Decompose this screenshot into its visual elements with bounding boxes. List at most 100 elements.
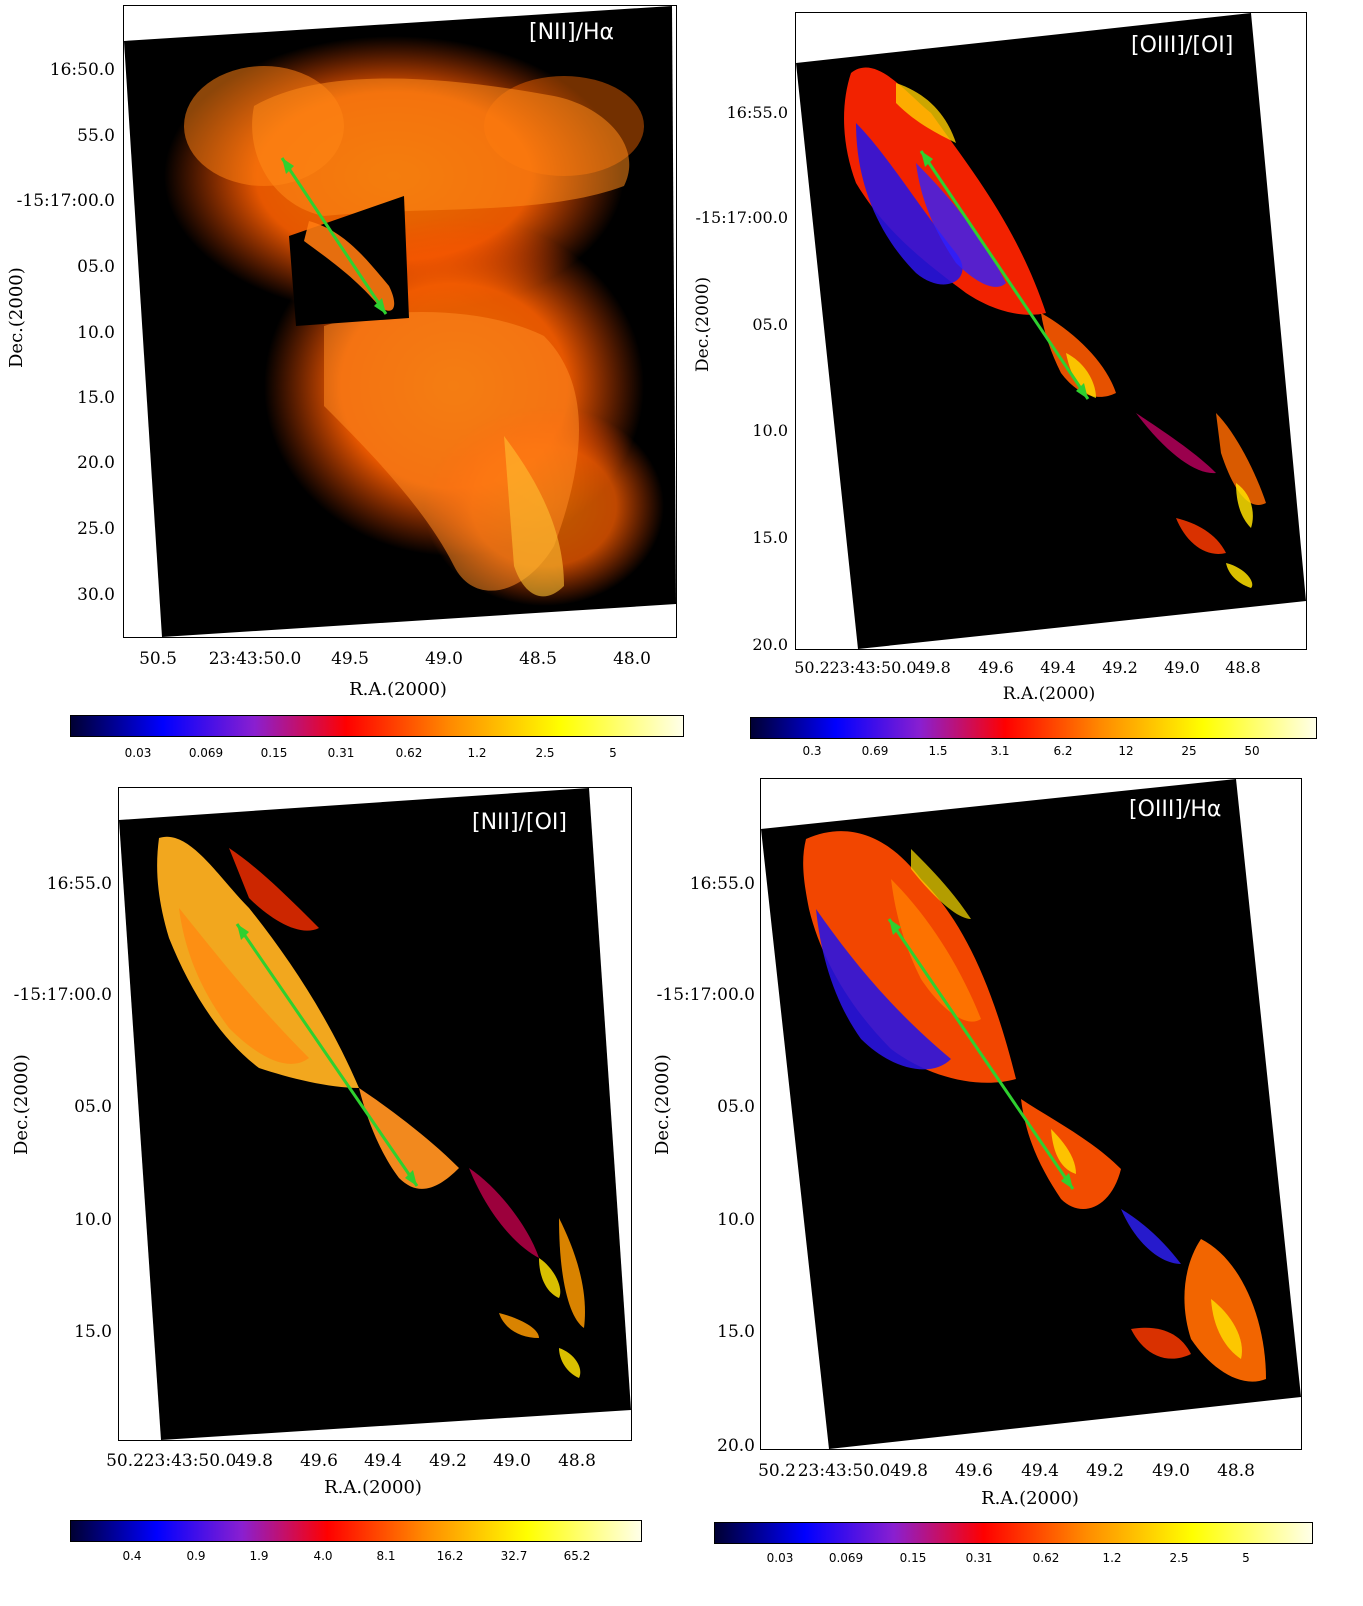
y-tick-label: 10.0: [717, 1210, 755, 1230]
ratio-map-image: [761, 779, 1301, 1449]
y-tick-label: 10.0: [752, 421, 788, 440]
colorbar-label: 0.03: [766, 1551, 794, 1565]
y-tick-label: 30.0: [77, 585, 115, 605]
colorbar-label: 50: [1244, 744, 1260, 758]
colorbar-label: 0.4: [122, 1549, 142, 1563]
x-tick-label: 48.0: [613, 649, 651, 669]
panel-title: [OIII]/[OI]: [1131, 33, 1234, 58]
x-axis-label: R.A.(2000): [1002, 684, 1096, 704]
colorbar-label: 0.03: [124, 746, 152, 760]
colorbar-label: 0.31: [965, 1551, 993, 1565]
ratio-map-image: [119, 788, 631, 1440]
colorbar-label: 5: [609, 746, 617, 760]
y-tick-label: 05.0: [77, 257, 115, 277]
x-tick-label: 49.2: [1086, 1461, 1124, 1481]
colorbar-label: 2.5: [1169, 1551, 1189, 1565]
x-tick-label: 49.0: [425, 649, 463, 669]
x-tick-label: 49.8: [890, 1461, 928, 1481]
x-tick-label: 23:43:50.0: [829, 658, 917, 677]
y-tick-label: 15.0: [74, 1322, 112, 1342]
y-axis-label: Dec.(2000): [652, 1054, 673, 1155]
colorbar: [70, 1520, 642, 1542]
colorbar-label: 8.1: [376, 1549, 396, 1563]
x-tick-label: 49.0: [1164, 658, 1200, 677]
x-tick-label: 49.8: [915, 658, 951, 677]
x-tick-label: 49.0: [493, 1451, 531, 1471]
colorbar-label: 1.5: [928, 744, 948, 758]
y-axis-label: Dec.(2000): [6, 267, 27, 368]
x-tick-label: 50.2: [794, 658, 830, 677]
x-tick-label: 50.2: [758, 1461, 796, 1481]
x-tick-label: 23:43:50.0: [208, 649, 302, 669]
colorbar: [714, 1522, 1313, 1544]
colorbar-label: 5: [1242, 1551, 1250, 1565]
ratio-map-image: [796, 13, 1306, 649]
y-tick-label: 15.0: [717, 1322, 755, 1342]
x-axis-label: R.A.(2000): [349, 679, 447, 700]
colorbar-label: 16.2: [436, 1549, 464, 1563]
y-tick-label: -15:17:00.0: [16, 191, 115, 211]
x-tick-label: 48.8: [1225, 658, 1261, 677]
colorbar-label: 0.15: [899, 1551, 927, 1565]
x-tick-label: 50.5: [139, 649, 177, 669]
y-axis-label: Dec.(2000): [693, 276, 713, 372]
y-tick-label: 05.0: [717, 1097, 755, 1117]
y-tick-label: 05.0: [752, 315, 788, 334]
colorbar-label: 0.69: [861, 744, 889, 758]
x-tick-label: 49.4: [1040, 658, 1076, 677]
x-tick-label: 49.6: [300, 1451, 338, 1471]
panel-title: [NII]/Hα: [529, 20, 615, 45]
map-frame: [OIII]/[OI]: [795, 12, 1307, 650]
colorbar-label: 1.2: [467, 746, 487, 760]
y-tick-label: 20.0: [717, 1436, 755, 1456]
y-tick-label: 05.0: [74, 1097, 112, 1117]
y-tick-label: 20.0: [77, 453, 115, 473]
x-tick-label: 49.2: [429, 1451, 467, 1471]
x-tick-label: 49.2: [1102, 658, 1138, 677]
y-tick-label: 25.0: [77, 519, 115, 539]
x-tick-label: 48.8: [558, 1451, 596, 1471]
colorbar-label: 0.069: [188, 746, 224, 760]
y-tick-label: 16:55.0: [46, 874, 112, 894]
colorbar-label: 0.62: [1032, 1551, 1060, 1565]
colorbar-label: 0.3: [802, 744, 822, 758]
colorbar-label: 1.2: [1102, 1551, 1122, 1565]
x-tick-label: 49.8: [235, 1451, 273, 1471]
map-frame: [NII]/Hα: [123, 5, 677, 638]
colorbar-label: 3.1: [990, 744, 1010, 758]
x-axis-label: R.A.(2000): [324, 1477, 422, 1498]
x-tick-label: 23:43:50.0: [797, 1461, 891, 1481]
y-axis-label: Dec.(2000): [11, 1054, 32, 1155]
x-axis-label: R.A.(2000): [981, 1488, 1079, 1509]
colorbar-label: 6.2: [1053, 744, 1073, 758]
map-frame: [NII]/[OI]: [118, 787, 632, 1441]
colorbar-label: 1.9: [249, 1549, 269, 1563]
colorbar-label: 4.0: [313, 1549, 333, 1563]
y-tick-label: 55.0: [77, 126, 115, 146]
y-tick-label: 16:55.0: [689, 874, 755, 894]
panel-title: [NII]/[OI]: [472, 810, 567, 835]
y-tick-label: 16:50.0: [49, 60, 115, 80]
colorbar-label: 32.7: [500, 1549, 528, 1563]
x-tick-label: 49.4: [1021, 1461, 1059, 1481]
x-tick-label: 49.6: [955, 1461, 993, 1481]
ratio-map-image: [124, 6, 676, 637]
y-tick-label: 15.0: [752, 528, 788, 547]
y-tick-label: -15:17:00.0: [13, 985, 112, 1005]
colorbar: [70, 715, 684, 737]
y-tick-label: -15:17:00.0: [695, 208, 788, 227]
colorbar-label: 25: [1181, 744, 1197, 758]
colorbar-label: 0.62: [395, 746, 423, 760]
colorbar-label: 2.5: [535, 746, 555, 760]
map-frame: [OIII]/Hα: [760, 778, 1302, 1450]
x-tick-label: 48.5: [519, 649, 557, 669]
panel-title: [OIII]/Hα: [1129, 797, 1222, 822]
y-tick-label: 15.0: [77, 388, 115, 408]
x-tick-label: 49.0: [1152, 1461, 1190, 1481]
colorbar: [750, 717, 1317, 739]
x-tick-label: 48.8: [1217, 1461, 1255, 1481]
colorbar-label: 0.31: [327, 746, 355, 760]
x-tick-label: 49.6: [978, 658, 1014, 677]
x-tick-label: 49.5: [331, 649, 369, 669]
colorbar-label: 65.2: [563, 1549, 591, 1563]
